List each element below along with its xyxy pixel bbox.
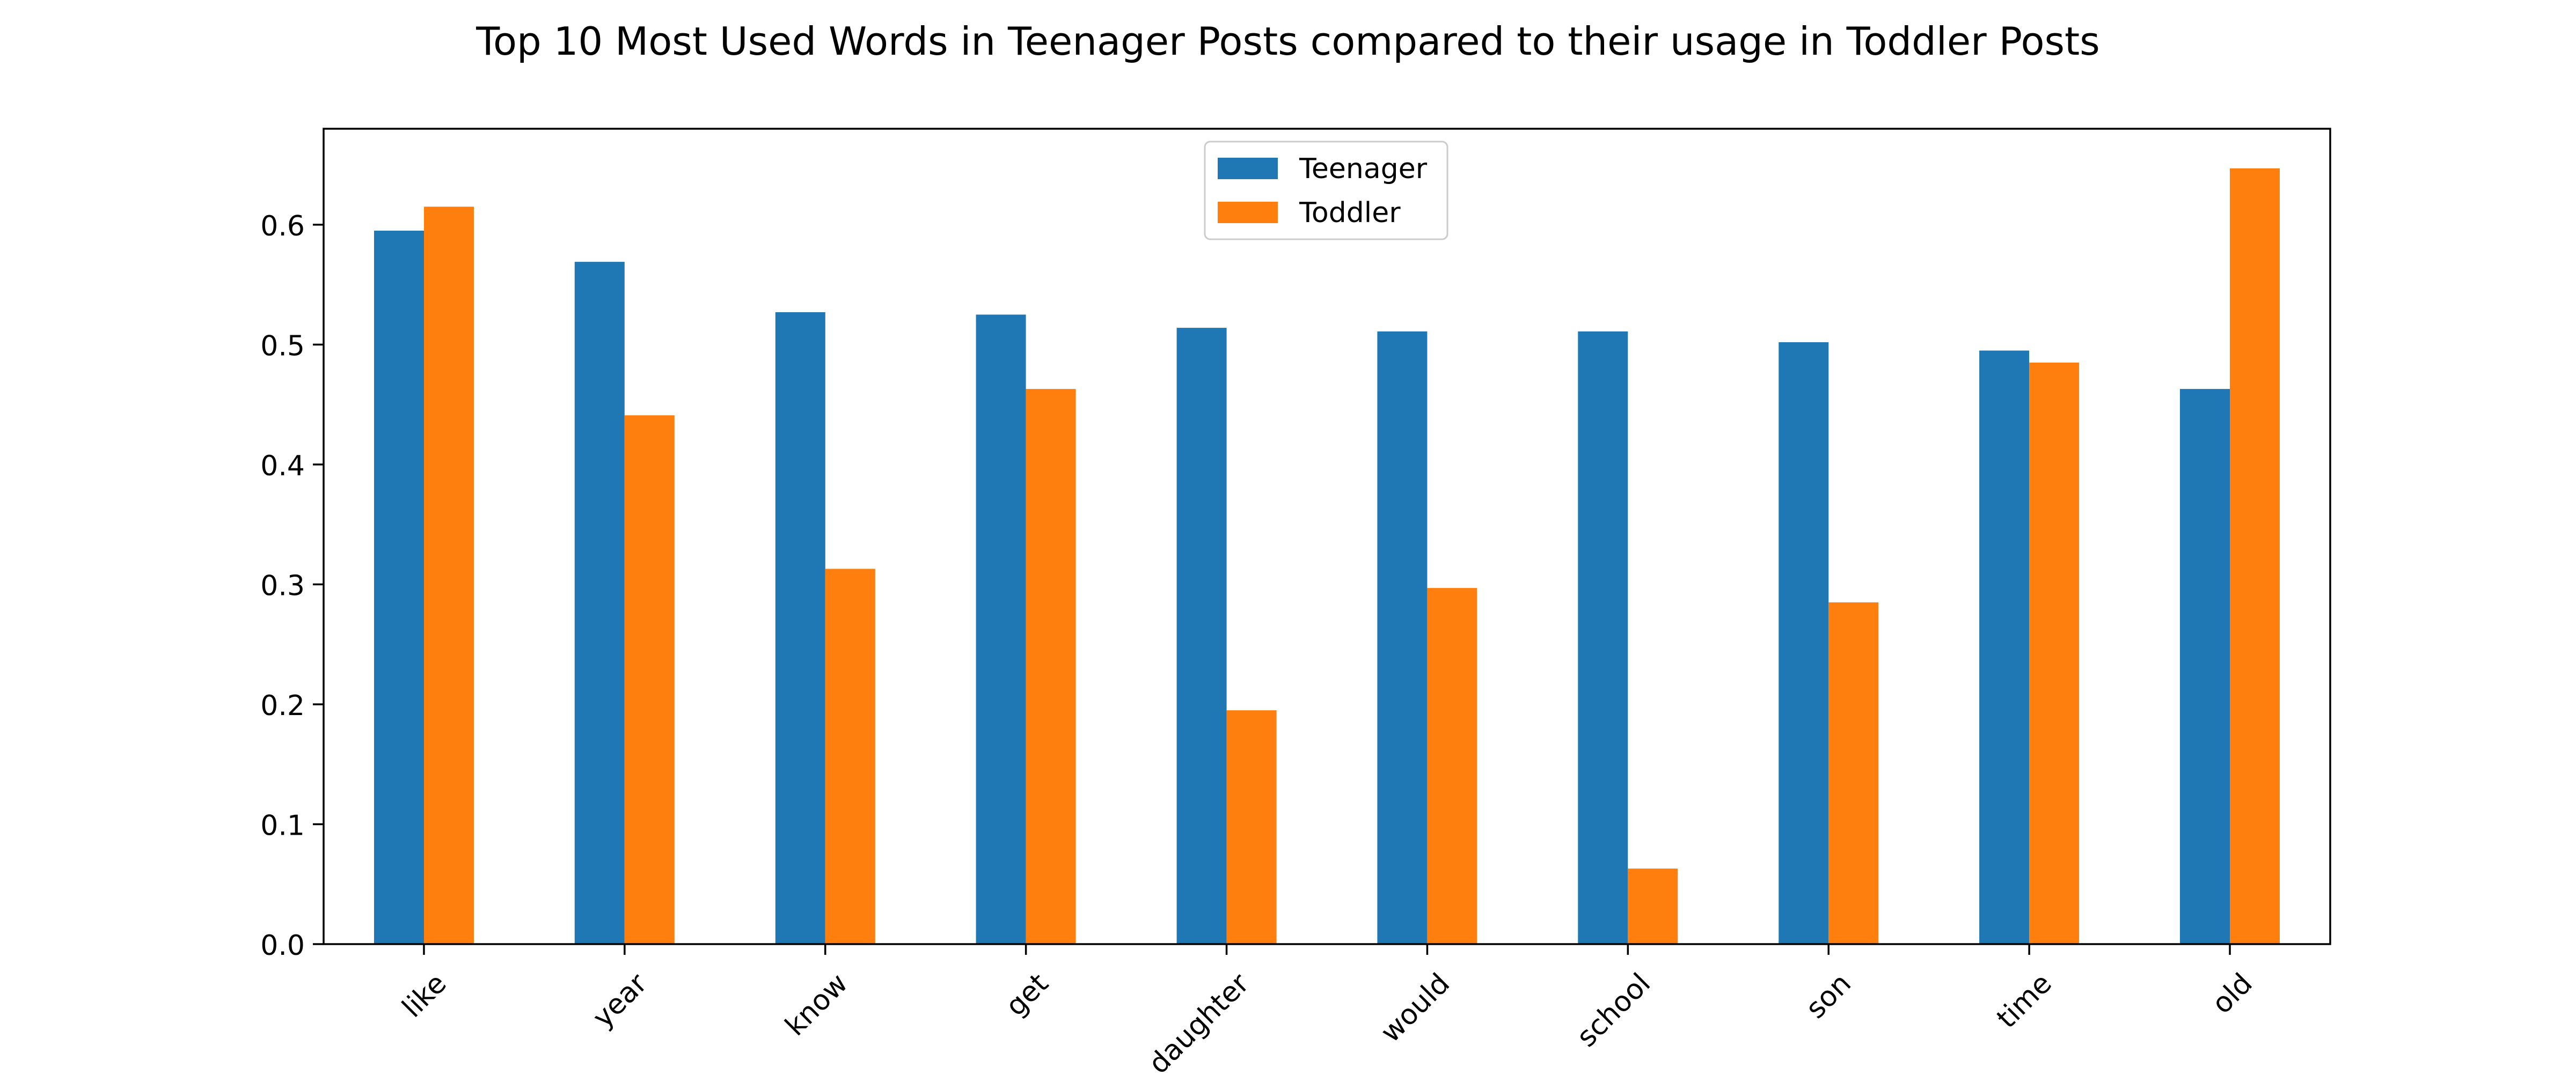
chart-title: Top 10 Most Used Words in Teenager Posts…	[475, 19, 2100, 64]
x-tick-label-would: would	[1374, 967, 1456, 1049]
bar-teenager-son	[1779, 342, 1829, 944]
legend: Teenager Toddler	[1204, 141, 1448, 240]
y-tick-label: 0.4	[260, 450, 305, 482]
x-tick-label-son: son	[1800, 967, 1857, 1025]
x-tick-label-like: like	[396, 967, 452, 1024]
plot-frame	[323, 128, 2331, 945]
x-tick-label-time: time	[1990, 967, 2058, 1035]
bar-teenager-get	[976, 314, 1026, 944]
x-tick-label-year: year	[587, 967, 654, 1034]
bar-teenager-year	[574, 262, 625, 945]
bar-toddler-year	[624, 415, 675, 944]
y-tick-label: 0.0	[260, 930, 305, 962]
bar-teenager-know	[775, 312, 825, 944]
bar-teenager-school	[1578, 331, 1628, 944]
bar-toddler-daughter	[1226, 710, 1277, 944]
bar-teenager-old	[2180, 389, 2230, 944]
y-tick-label: 0.3	[260, 570, 305, 602]
bar-toddler-know	[825, 569, 875, 944]
y-tick-label: 0.6	[260, 210, 305, 242]
bar-teenager-like	[374, 231, 424, 944]
legend-swatch-teenager	[1218, 158, 1278, 179]
x-tick-label-know: know	[779, 967, 854, 1042]
x-tick-label-school: school	[1571, 967, 1657, 1053]
legend-label-toddler: Toddler	[1299, 197, 1401, 229]
bar-toddler-would	[1427, 588, 1477, 944]
y-tick-label: 0.1	[260, 809, 305, 842]
bar-toddler-school	[1628, 868, 1678, 944]
bar-teenager-daughter	[1176, 328, 1227, 944]
x-tick-label-old: old	[2206, 967, 2258, 1020]
y-tick-label: 0.5	[260, 330, 305, 362]
legend-swatch-toddler	[1218, 202, 1278, 223]
bar-toddler-time	[2029, 362, 2080, 944]
bar-teenager-would	[1377, 331, 1428, 944]
bar-toddler-old	[2230, 168, 2280, 944]
bars-layer	[374, 168, 2280, 945]
bar-toddler-get	[1026, 389, 1076, 944]
x-tick-label-daughter: daughter	[1143, 967, 1256, 1073]
legend-label-teenager: Teenager	[1299, 153, 1428, 185]
bar-toddler-son	[1828, 602, 1879, 944]
bar-teenager-time	[1979, 350, 2030, 944]
bar-toddler-like	[424, 207, 474, 944]
y-tick-label: 0.2	[260, 690, 305, 722]
x-tick-label-get: get	[1000, 967, 1055, 1022]
